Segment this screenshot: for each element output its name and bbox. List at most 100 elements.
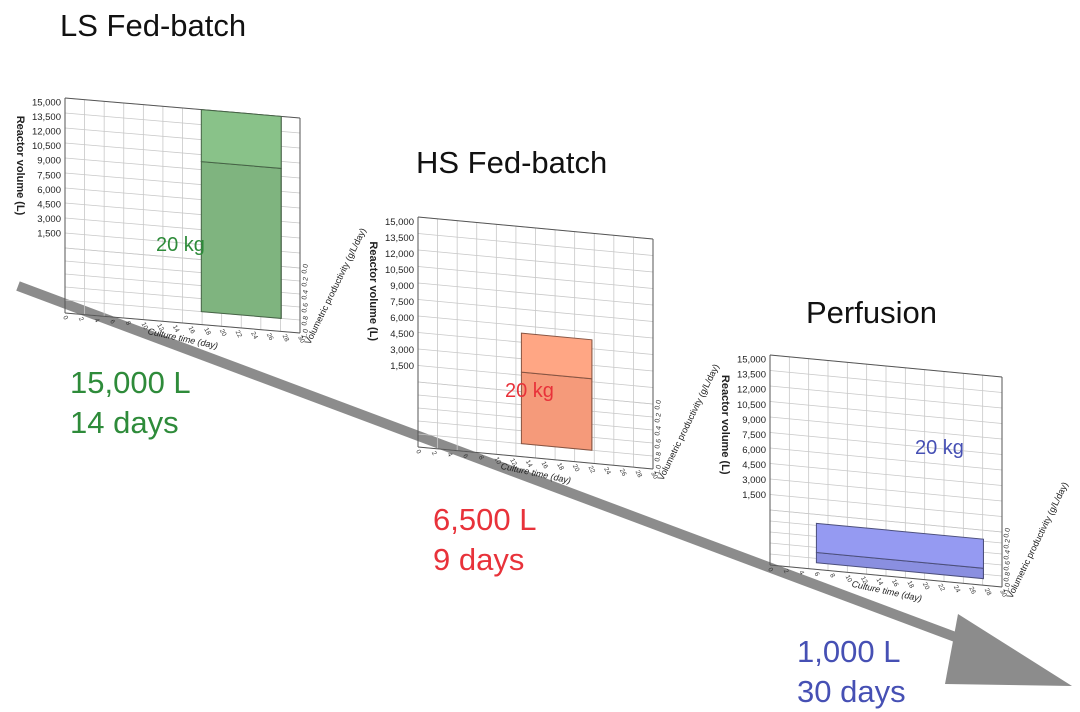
x-tick-label: 22 bbox=[936, 583, 946, 593]
y-tick-label: 15,000 bbox=[385, 217, 414, 228]
bar-top-face bbox=[815, 522, 984, 569]
z-tick-label: 0.0 bbox=[301, 263, 310, 274]
y-tick-label: 7,500 bbox=[390, 297, 414, 308]
x-tick-label: 30 bbox=[296, 335, 306, 345]
x-tick-label: 8 bbox=[477, 455, 485, 462]
x-tick-label: 2 bbox=[77, 316, 85, 323]
y-tick-label: 9,000 bbox=[37, 156, 61, 167]
bar-top-face bbox=[200, 109, 282, 169]
x-tick-label: 4 bbox=[446, 452, 454, 459]
y-tick-label: 3,000 bbox=[37, 214, 61, 225]
y-tick-label: 7,500 bbox=[37, 170, 61, 181]
x-tick-label: 14 bbox=[524, 459, 534, 469]
summary-volume: 1,000 L bbox=[797, 634, 901, 669]
y-axis-label: Reactor volume (L) bbox=[14, 116, 26, 216]
x-tick-label: 22 bbox=[234, 329, 244, 339]
axis-line bbox=[64, 312, 301, 334]
x-tick-label: 30 bbox=[998, 589, 1008, 599]
summary-duration: 30 days bbox=[797, 674, 906, 709]
z-tick-label: 0.8 bbox=[1003, 571, 1012, 582]
bar-3d bbox=[520, 332, 593, 451]
chart-frame bbox=[769, 354, 1003, 588]
z-tick-label: 0.6 bbox=[654, 438, 663, 449]
chart-title-perfusion: Perfusion bbox=[806, 295, 937, 330]
z-tick-label: 0.8 bbox=[301, 315, 310, 326]
z-tick-label: 0.4 bbox=[654, 425, 663, 436]
y-tick-label: 4,500 bbox=[390, 329, 414, 340]
chart-title-ls: LS Fed-batch bbox=[60, 8, 247, 43]
x-tick-label: 0 bbox=[766, 567, 774, 574]
y-tick-label: 9,000 bbox=[742, 415, 766, 426]
z-tick-label: 0.6 bbox=[1003, 560, 1012, 571]
chart-title-hs: HS Fed-batch bbox=[416, 145, 608, 180]
x-tick-label: 4 bbox=[93, 317, 101, 324]
y-tick-label: 9,000 bbox=[390, 281, 414, 292]
x-tick-label: 12 bbox=[859, 575, 869, 585]
y-tick-label: 13,500 bbox=[737, 370, 766, 381]
x-tick-label: 8 bbox=[828, 573, 836, 580]
z-tick-label: 0.4 bbox=[301, 289, 310, 300]
bar-3d bbox=[200, 109, 282, 319]
x-tick-label: 10 bbox=[493, 456, 503, 466]
summary-volume: 6,500 L bbox=[433, 502, 537, 537]
x-tick-label: 26 bbox=[265, 332, 275, 342]
y-tick-labels: 1,500 3,000 4,500 6,000 7,500 9,000 10,500 12,0… bbox=[737, 355, 766, 501]
x-tick-label: 6 bbox=[813, 571, 821, 578]
y-tick-label: 6,000 bbox=[37, 185, 61, 196]
y-tick-label: 13,500 bbox=[32, 112, 61, 123]
x-tick-labels: 0 2 4 6 8 10 12 14 16 18 20 22 24 26 28 30 bbox=[414, 449, 659, 481]
x-tick-labels: 0 2 4 6 8 10 12 14 16 18 20 22 24 26 28 30 bbox=[766, 567, 1008, 599]
x-tick-label: 14 bbox=[171, 324, 181, 334]
x-tick-label: 10 bbox=[844, 574, 854, 584]
chart-frame bbox=[417, 216, 654, 470]
x-tick-label: 0 bbox=[414, 449, 422, 456]
bar-label-hs: 20 kg bbox=[505, 380, 554, 402]
y-tick-label: 15,000 bbox=[32, 98, 61, 109]
y-tick-label: 1,500 bbox=[37, 228, 61, 239]
y-tick-label: 12,000 bbox=[32, 127, 61, 138]
z-tick-label: 0.8 bbox=[654, 451, 663, 462]
y-tick-label: 7,500 bbox=[742, 430, 766, 441]
summary-perfusion: 1,000 L 30 days bbox=[797, 632, 906, 712]
z-axis-label: Volumetric productivity (g/L/day) bbox=[1005, 480, 1070, 599]
x-tick-label: 2 bbox=[782, 568, 790, 575]
y-tick-label: 13,500 bbox=[385, 233, 414, 244]
y-tick-label: 10,500 bbox=[32, 141, 61, 152]
axis-line bbox=[769, 564, 1003, 588]
y-tick-label: 6,000 bbox=[390, 313, 414, 324]
summary-volume: 15,000 L bbox=[70, 365, 191, 400]
z-tick-label: 1.0 bbox=[301, 328, 310, 339]
y-tick-label: 10,500 bbox=[385, 265, 414, 276]
x-tick-label: 24 bbox=[602, 466, 612, 476]
x-tick-label: 20 bbox=[218, 328, 228, 338]
z-tick-label: 0.0 bbox=[1003, 527, 1012, 538]
y-tick-label: 15,000 bbox=[737, 355, 766, 366]
y-axis-label: Reactor volume (L) bbox=[367, 241, 379, 341]
x-tick-label: 4 bbox=[797, 570, 805, 577]
y-tick-label: 3,000 bbox=[742, 475, 766, 486]
x-tick-label: 2 bbox=[430, 450, 438, 457]
y-tick-label: 6,000 bbox=[742, 445, 766, 456]
axis-line bbox=[417, 446, 654, 470]
z-tick-label: 0.6 bbox=[301, 302, 310, 313]
y-tick-labels: 1,500 3,000 4,500 6,000 7,500 9,000 10,500 12,0… bbox=[32, 98, 61, 240]
x-tick-label: 28 bbox=[634, 469, 644, 479]
x-tick-label: 10 bbox=[140, 321, 150, 331]
axis-line bbox=[417, 216, 654, 240]
x-tick-label: 22 bbox=[587, 465, 597, 475]
x-tick-label: 30 bbox=[649, 471, 659, 481]
x-tick-label: 26 bbox=[967, 586, 977, 596]
x-tick-label: 26 bbox=[618, 468, 628, 478]
x-tick-label: 0 bbox=[61, 315, 69, 322]
z-tick-labels: 0.0 0.2 0.4 0.6 0.8 1.0 bbox=[301, 263, 310, 339]
y-tick-label: 1,500 bbox=[742, 490, 766, 501]
z-tick-label: 0.0 bbox=[654, 399, 663, 410]
y-axis-label: Reactor volume (L) bbox=[719, 375, 731, 475]
y-tick-label: 10,500 bbox=[737, 400, 766, 411]
summary-ls: 15,000 L 14 days bbox=[70, 363, 191, 443]
bar-top-face bbox=[520, 332, 593, 380]
